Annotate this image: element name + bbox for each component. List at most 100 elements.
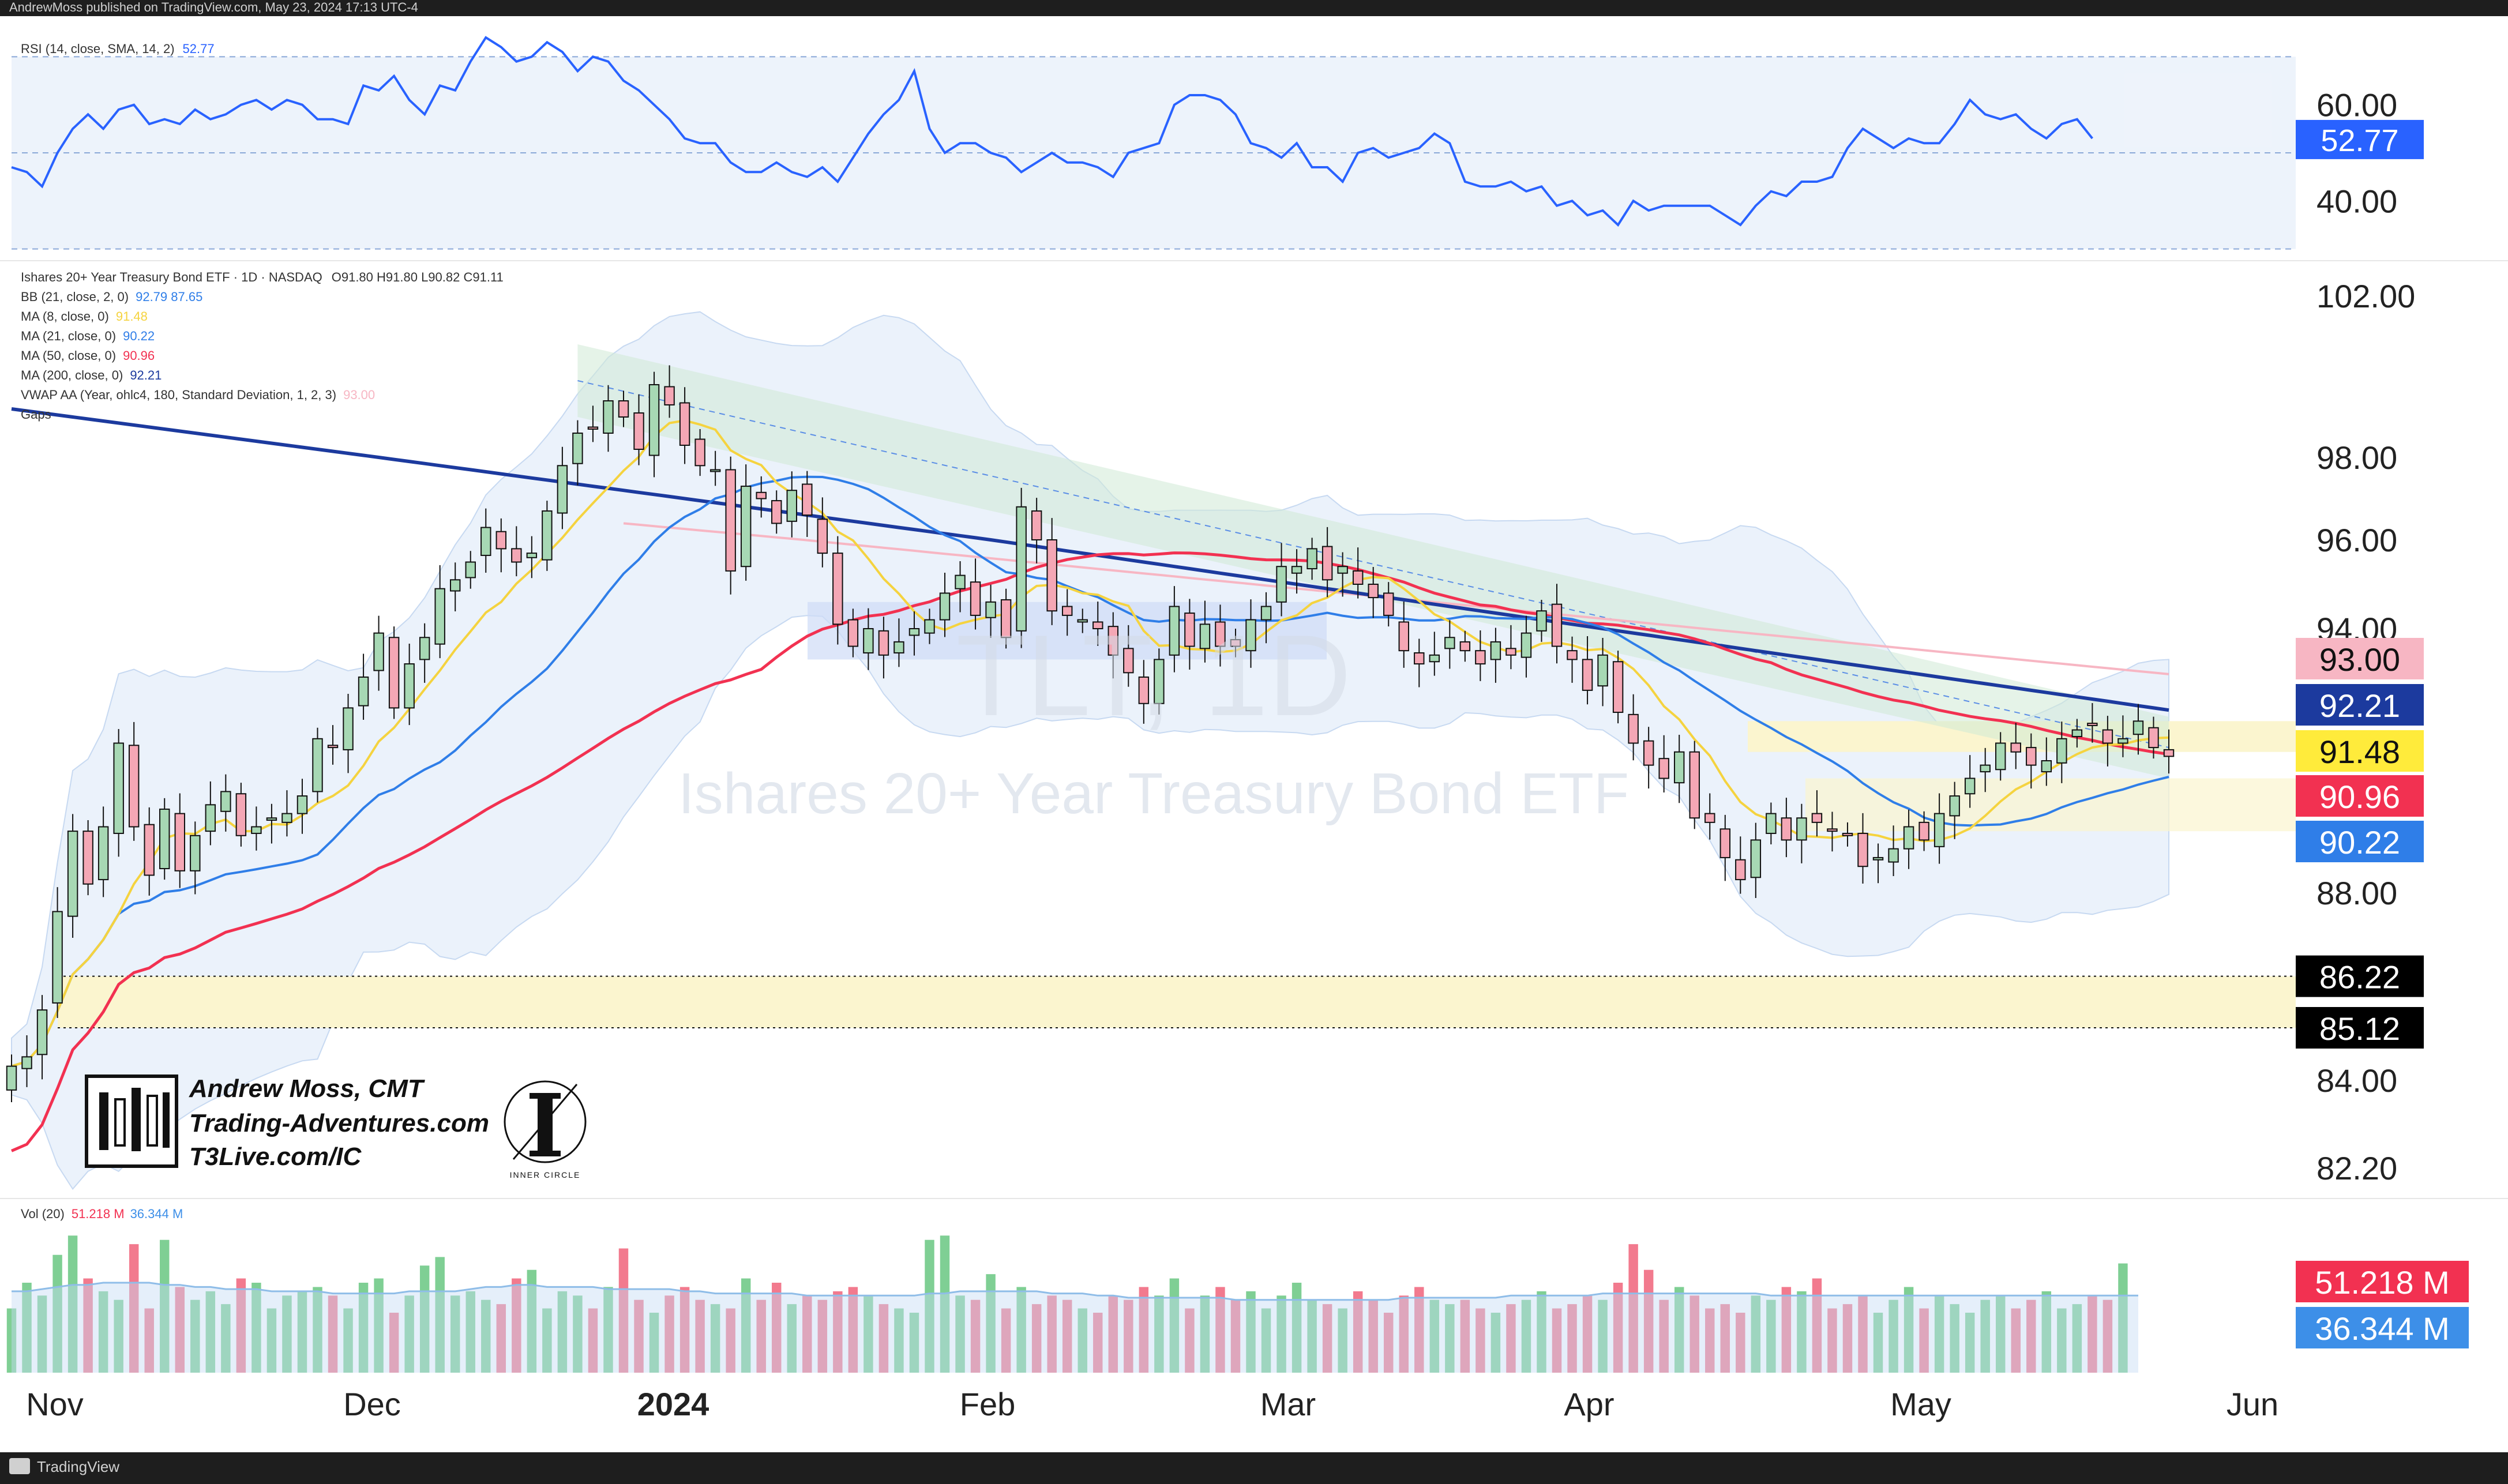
candle-body bbox=[159, 808, 170, 870]
volume-pane[interactable]: 51.218 M 36.344 M bbox=[6, 1235, 2469, 1373]
candle-body bbox=[419, 637, 430, 660]
candle-body bbox=[281, 813, 292, 823]
candle-body bbox=[1689, 751, 1700, 819]
candle bbox=[2117, 715, 2128, 757]
candle-body bbox=[1811, 813, 1823, 823]
candle-body bbox=[2010, 742, 2021, 753]
candle bbox=[633, 394, 644, 465]
candle bbox=[1230, 629, 1241, 658]
candle-body bbox=[2071, 729, 2083, 738]
candle-body bbox=[1352, 570, 1364, 585]
price-label-badge bbox=[2296, 775, 2424, 817]
volume-bar bbox=[542, 1308, 552, 1373]
candle-body bbox=[1796, 817, 1807, 841]
volume-bar bbox=[1139, 1287, 1149, 1373]
rsi-axis-tick: 60.00 bbox=[2316, 87, 2397, 123]
volume-bar bbox=[389, 1313, 399, 1373]
candle bbox=[281, 790, 292, 837]
candle bbox=[113, 729, 124, 857]
gap-zone-86-85 bbox=[58, 976, 2296, 1028]
candle-body bbox=[1949, 795, 1960, 817]
candle bbox=[2102, 716, 2113, 767]
candle bbox=[694, 429, 705, 476]
downtrend-channel bbox=[577, 344, 2169, 779]
candle bbox=[144, 807, 155, 896]
volume-bar bbox=[1552, 1308, 1562, 1373]
candle-body bbox=[1414, 652, 1425, 665]
candle bbox=[1628, 694, 1639, 761]
candle-body bbox=[1260, 606, 1272, 621]
volume-bar bbox=[925, 1239, 934, 1373]
volume-bar bbox=[909, 1313, 919, 1373]
candle bbox=[1383, 582, 1394, 627]
candle bbox=[709, 450, 721, 486]
candle bbox=[1872, 843, 1884, 884]
volume-bar bbox=[710, 1304, 720, 1373]
volume-bar bbox=[1185, 1308, 1195, 1373]
author-site: Trading-Adventures.com bbox=[189, 1109, 489, 1137]
candle bbox=[1260, 592, 1272, 644]
candle bbox=[159, 798, 170, 880]
candle-body bbox=[327, 745, 339, 749]
candle-body bbox=[832, 553, 843, 625]
candle-body bbox=[1321, 546, 1333, 581]
candle-body bbox=[1475, 650, 1486, 665]
symbol-watermark: TLT, 1D bbox=[956, 611, 1351, 740]
volume-bar bbox=[1537, 1291, 1546, 1373]
volume-bar bbox=[878, 1304, 889, 1373]
volume-bar bbox=[2072, 1304, 2082, 1373]
candle bbox=[526, 536, 538, 578]
candle bbox=[1107, 612, 1119, 679]
price-axis-tick: 98.00 bbox=[2316, 439, 2397, 476]
candle-body bbox=[1276, 566, 1287, 603]
candle-body bbox=[67, 831, 78, 917]
candle-body bbox=[2102, 729, 2113, 744]
volume-bar bbox=[1108, 1295, 1118, 1373]
volume-bar bbox=[664, 1295, 674, 1373]
volume-bar bbox=[833, 1291, 843, 1373]
volume-label-badge bbox=[2296, 1261, 2469, 1302]
candle bbox=[786, 471, 797, 538]
time-axis-tick: Nov bbox=[26, 1386, 84, 1422]
rsi-pane[interactable]: 60.00 40.00 52.77 bbox=[11, 36, 2424, 250]
volume-bar bbox=[1031, 1304, 1042, 1373]
volume-bar bbox=[1169, 1278, 1180, 1373]
candle-body bbox=[587, 426, 599, 430]
candle bbox=[863, 608, 874, 670]
candle bbox=[1520, 615, 1532, 678]
candle-body bbox=[1154, 659, 1165, 704]
time-axis-tick: Jun bbox=[2227, 1386, 2278, 1422]
candle bbox=[1842, 822, 1853, 847]
volume-bar bbox=[1919, 1308, 1929, 1373]
candle bbox=[740, 464, 752, 581]
time-axis[interactable]: Nov Dec 2024 Feb Mar Apr May Jun bbox=[26, 1386, 2278, 1422]
volume-bar bbox=[2041, 1291, 2052, 1373]
candle-body bbox=[220, 791, 231, 812]
candle bbox=[2148, 716, 2159, 759]
volume-bar bbox=[1154, 1295, 1164, 1373]
candle-body bbox=[1857, 832, 1868, 867]
candle bbox=[480, 508, 491, 573]
candle bbox=[2056, 722, 2067, 783]
tradingview-brand: TradingView bbox=[37, 1458, 119, 1475]
candle-body bbox=[1199, 623, 1211, 649]
volume-bar bbox=[1230, 1299, 1241, 1373]
volume-bar bbox=[22, 1283, 32, 1373]
volume-bar bbox=[114, 1299, 123, 1373]
volume-bar bbox=[1980, 1299, 1990, 1373]
volume-bar bbox=[1582, 1295, 1593, 1373]
candle-body bbox=[633, 412, 644, 450]
candle-body bbox=[1673, 751, 1685, 784]
candle-body bbox=[1704, 813, 1715, 823]
volume-bar bbox=[848, 1287, 858, 1373]
candle-body bbox=[52, 911, 63, 1004]
volume-bar bbox=[1460, 1299, 1470, 1373]
volume-bar bbox=[175, 1287, 185, 1373]
volume-bar bbox=[1246, 1291, 1256, 1373]
candle bbox=[955, 561, 966, 613]
volume-bar bbox=[1047, 1295, 1057, 1373]
price-pane[interactable]: 102.0098.0096.0094.0088.0084.0082.2093.0… bbox=[6, 278, 2424, 1190]
candle bbox=[1597, 638, 1608, 707]
volume-bar bbox=[83, 1278, 93, 1373]
candle bbox=[1582, 636, 1593, 705]
